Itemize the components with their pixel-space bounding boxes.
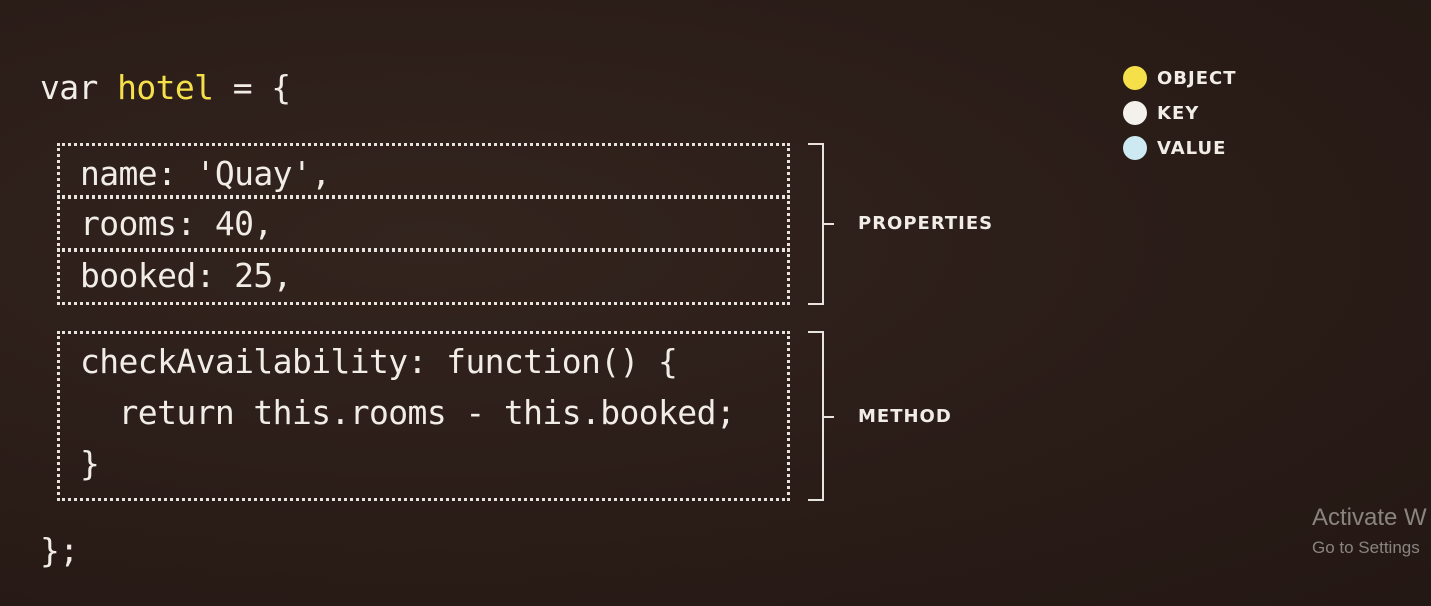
property-rooms-line: rooms: 40, — [80, 204, 273, 243]
code-line-declaration: var hotel = { — [40, 70, 291, 106]
object-name: hotel — [117, 68, 214, 107]
method-line-return: return this.rooms - this.booked; — [80, 393, 736, 432]
legend-object-label: OBJECT — [1157, 68, 1237, 89]
activation-watermark-title: Activate W — [1312, 504, 1427, 531]
legend-key-dot — [1123, 101, 1147, 125]
legend-object-dot — [1123, 66, 1147, 90]
method-bracket — [808, 331, 824, 501]
declaration-rest: = { — [232, 68, 291, 107]
properties-label: PROPERTIES — [858, 213, 994, 234]
code-line-closing: }; — [40, 531, 79, 570]
activation-watermark-subtitle: Go to Settings — [1312, 538, 1420, 557]
property-booked-line: booked: 25, — [80, 256, 293, 295]
properties-bracket-tick — [824, 223, 834, 225]
properties-bracket — [808, 143, 824, 305]
method-box — [57, 331, 790, 501]
var-keyword: var — [40, 68, 98, 107]
property-box-booked — [57, 249, 790, 305]
method-bracket-tick — [824, 416, 834, 418]
method-line-close: } — [80, 444, 100, 483]
legend-value-label: VALUE — [1157, 138, 1227, 159]
property-name-line: name: 'Quay', — [80, 154, 331, 193]
legend-value-dot — [1123, 136, 1147, 160]
legend-key-label: KEY — [1157, 103, 1200, 124]
method-line-signature: checkAvailability: function() { — [80, 342, 678, 381]
method-label: METHOD — [858, 406, 952, 427]
